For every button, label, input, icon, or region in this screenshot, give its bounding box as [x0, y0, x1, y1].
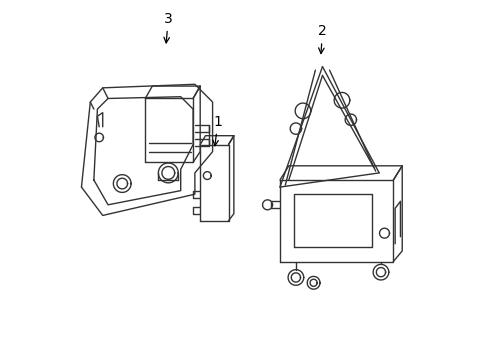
Text: 2: 2 — [318, 24, 326, 54]
Text: 3: 3 — [163, 12, 172, 43]
Text: 1: 1 — [212, 114, 222, 146]
